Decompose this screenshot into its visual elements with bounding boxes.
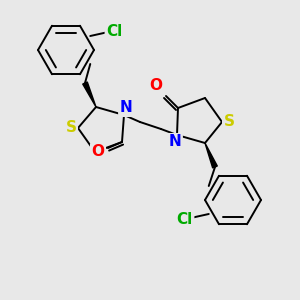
- Text: Cl: Cl: [106, 23, 122, 38]
- Text: O: O: [92, 145, 104, 160]
- Text: S: S: [65, 121, 76, 136]
- Polygon shape: [205, 143, 217, 168]
- Text: O: O: [149, 79, 163, 94]
- Text: N: N: [169, 134, 182, 149]
- Text: S: S: [224, 115, 235, 130]
- Polygon shape: [83, 82, 96, 107]
- Text: Cl: Cl: [177, 212, 193, 226]
- Text: N: N: [120, 100, 132, 116]
